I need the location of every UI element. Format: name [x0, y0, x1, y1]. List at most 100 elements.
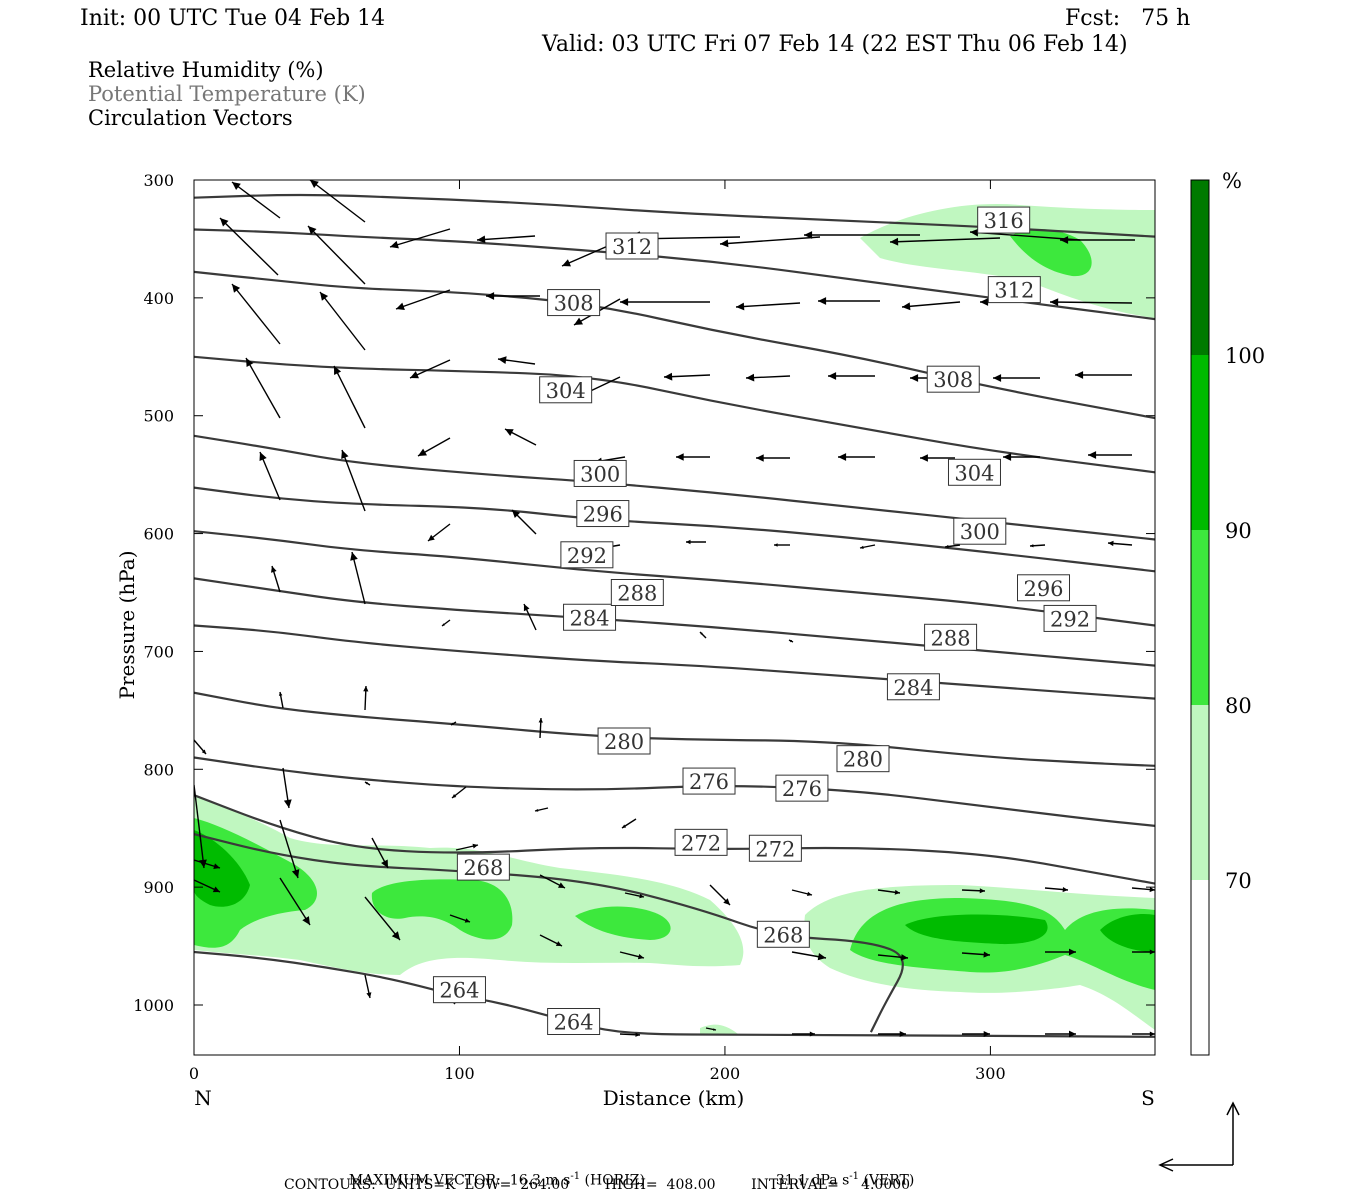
vector-arrow — [441, 619, 451, 627]
y-tick-label-400: 400 — [143, 289, 174, 308]
vector-arrow — [756, 454, 790, 462]
vector-arrow — [319, 291, 366, 351]
theta-label-text-284: 284 — [893, 676, 933, 700]
x-tick-label-300: 300 — [975, 1064, 1006, 1083]
reference-vector — [1158, 1101, 1240, 1172]
theta-label-268-0: 268 — [456, 853, 510, 881]
theta-label-text-300: 300 — [580, 462, 620, 486]
valid-time: Valid: 03 UTC Fri 07 Feb 14 (22 EST Thu … — [542, 32, 1128, 57]
vector-arrow — [341, 449, 366, 512]
vector-arrow — [333, 365, 366, 429]
theta-contour-272 — [194, 794, 1155, 885]
theta-contour-312 — [194, 228, 1155, 321]
theta-label-316-0: 316 — [977, 206, 1031, 234]
rh-90-region-west — [194, 830, 250, 907]
vector-arrow — [889, 237, 1001, 246]
vector-arrow — [818, 297, 880, 305]
end-label-south: S — [1141, 1086, 1155, 1110]
vector-arrow — [371, 837, 389, 869]
max-vert-tail: (VERT) — [859, 1172, 915, 1189]
theta-contour-284 — [194, 624, 1155, 700]
rh-80-region-center — [575, 906, 671, 940]
field-label-relative-humidity: Relative Humidity (%) — [88, 58, 324, 82]
theta-contour-264 — [194, 950, 1155, 1038]
max-horiz-label: MAXIMUM VECTOR: 16.3 m s — [348, 1172, 571, 1189]
field-label-potential-temperature: Potential Temperature (K) — [88, 82, 366, 106]
forecast-hour: Fcst: 75 h — [1065, 6, 1191, 31]
vector-arrow — [1132, 949, 1155, 955]
vector-arrow — [451, 786, 467, 799]
theta-contour-276 — [194, 756, 1155, 827]
theta-label-text-268: 268 — [763, 923, 803, 947]
vector-arrow — [663, 372, 711, 381]
vector-arrow — [788, 639, 794, 643]
y-tick-label-900: 900 — [143, 878, 174, 897]
theta-label-text-312: 312 — [994, 279, 1034, 303]
theta-label-288-0: 288 — [610, 579, 664, 606]
theta-label-text-296: 296 — [1023, 577, 1063, 601]
y-tick-label-1000: 1000 — [133, 996, 174, 1015]
vector-arrow — [1088, 451, 1132, 459]
theta-label-304-1: 304 — [947, 458, 1001, 486]
vector-arrow — [279, 877, 311, 926]
vector-arrow — [621, 818, 637, 829]
theta-label-268-1: 268 — [756, 920, 810, 948]
plot-frame — [193, 179, 1156, 1056]
vector-arrow — [1029, 544, 1046, 548]
theta-label-312-1: 312 — [987, 276, 1041, 304]
max-vert-unit: -1 — [849, 1171, 860, 1182]
theta-contour-288 — [194, 577, 1155, 667]
theta-label-304-0: 304 — [539, 376, 593, 404]
theta-label-276-0: 276 — [682, 767, 736, 795]
theta-contour-316 — [194, 193, 1155, 238]
x-tick-label-200: 200 — [710, 1064, 741, 1083]
theta-label-text-280: 280 — [604, 730, 644, 754]
vector-arrow — [624, 892, 645, 899]
vector-arrow — [307, 225, 366, 285]
vector-arrow — [791, 951, 827, 961]
vector-arrow — [1044, 887, 1069, 893]
axes: 300 400 500 600 700 800 900 1000 0 100 200 300 Dista… — [115, 171, 1155, 1110]
theta-label-text-280: 280 — [843, 748, 883, 772]
theta-label-text-272: 272 — [755, 837, 795, 861]
vector-arrow — [523, 603, 537, 631]
vector-arrow — [1131, 887, 1155, 893]
vector-arrow — [219, 217, 279, 276]
y-tick-label-800: 800 — [143, 760, 174, 779]
init-time: Init: 00 UTC Tue 04 Feb 14 — [80, 6, 386, 31]
colorbar-label-70: 70 — [1225, 869, 1252, 893]
max-horiz-tail: (HORIZ) — [580, 1172, 645, 1189]
vector-arrow — [279, 819, 300, 879]
vector-arrow — [719, 236, 821, 248]
vector-arrow — [676, 453, 710, 461]
theta-label-text-292: 292 — [567, 544, 607, 568]
vector-arrow — [409, 359, 451, 379]
contours-info: CONTOURS: UNITS=K LOW= 264.00 HIGH= 408.… — [284, 1177, 911, 1193]
colorbar-band-0 — [1191, 180, 1209, 355]
vector-arrow — [709, 884, 731, 906]
vector-arrow — [1045, 948, 1076, 956]
circulation-vectors — [194, 180, 1155, 1038]
vector-arrow — [538, 717, 543, 739]
y-tick-label-600: 600 — [143, 525, 174, 544]
colorbar-label-90: 90 — [1225, 519, 1252, 543]
vector-arrow — [804, 231, 920, 239]
vector-arrow — [364, 974, 372, 999]
vector-arrow — [511, 509, 537, 535]
theta-label-text-308: 308 — [554, 292, 594, 316]
humidity-shading — [194, 204, 1155, 1034]
vector-arrow — [877, 889, 901, 895]
vector-arrow — [449, 914, 471, 923]
max-vert-text: 31.1 dPa s-1 (VERT) — [767, 1158, 914, 1188]
theta-contour-280 — [194, 691, 1155, 767]
vector-arrow — [686, 539, 706, 545]
vector-arrow — [920, 454, 955, 462]
theta-label-text-288: 288 — [931, 626, 971, 650]
vector-arrow — [1107, 540, 1133, 547]
theta-label-264-1: 264 — [547, 1008, 601, 1035]
theta-label-text-304: 304 — [546, 379, 586, 403]
vector-arrow — [859, 544, 876, 549]
theta-label-300-0: 300 — [573, 459, 627, 487]
vector-arrow — [427, 523, 451, 542]
vector-arrow — [417, 437, 451, 457]
